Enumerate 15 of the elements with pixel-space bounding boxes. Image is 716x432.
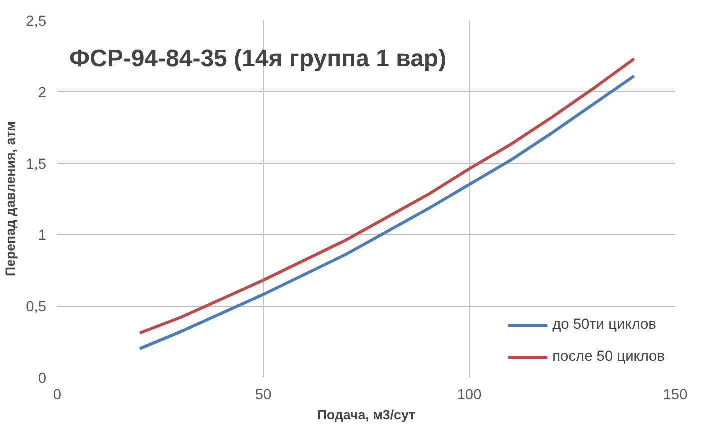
y-axis-title: Перепад давления, атм	[3, 121, 18, 276]
y-tick-label: 0,5	[26, 300, 46, 316]
y-tick-label: 1	[38, 228, 47, 244]
x-tick-label: 0	[53, 388, 62, 404]
x-axis-title: Подача, м3/сут	[317, 408, 416, 422]
y-tick-label: 2	[38, 85, 47, 102]
y-tick-label: 0	[38, 371, 47, 387]
x-tick-label: 150	[663, 388, 688, 404]
y-tick-label: 2,5	[26, 14, 46, 30]
x-tick-label: 50	[255, 388, 272, 404]
legend-label: после 50 циклов	[552, 349, 665, 365]
legend-label: до 50ти циклов	[552, 317, 656, 333]
text: ФСР-94-84-35 (14я группа 1 вар)	[70, 46, 447, 72]
y-tick-label: 1,5	[26, 156, 46, 173]
x-tick-label: 100	[457, 388, 482, 404]
